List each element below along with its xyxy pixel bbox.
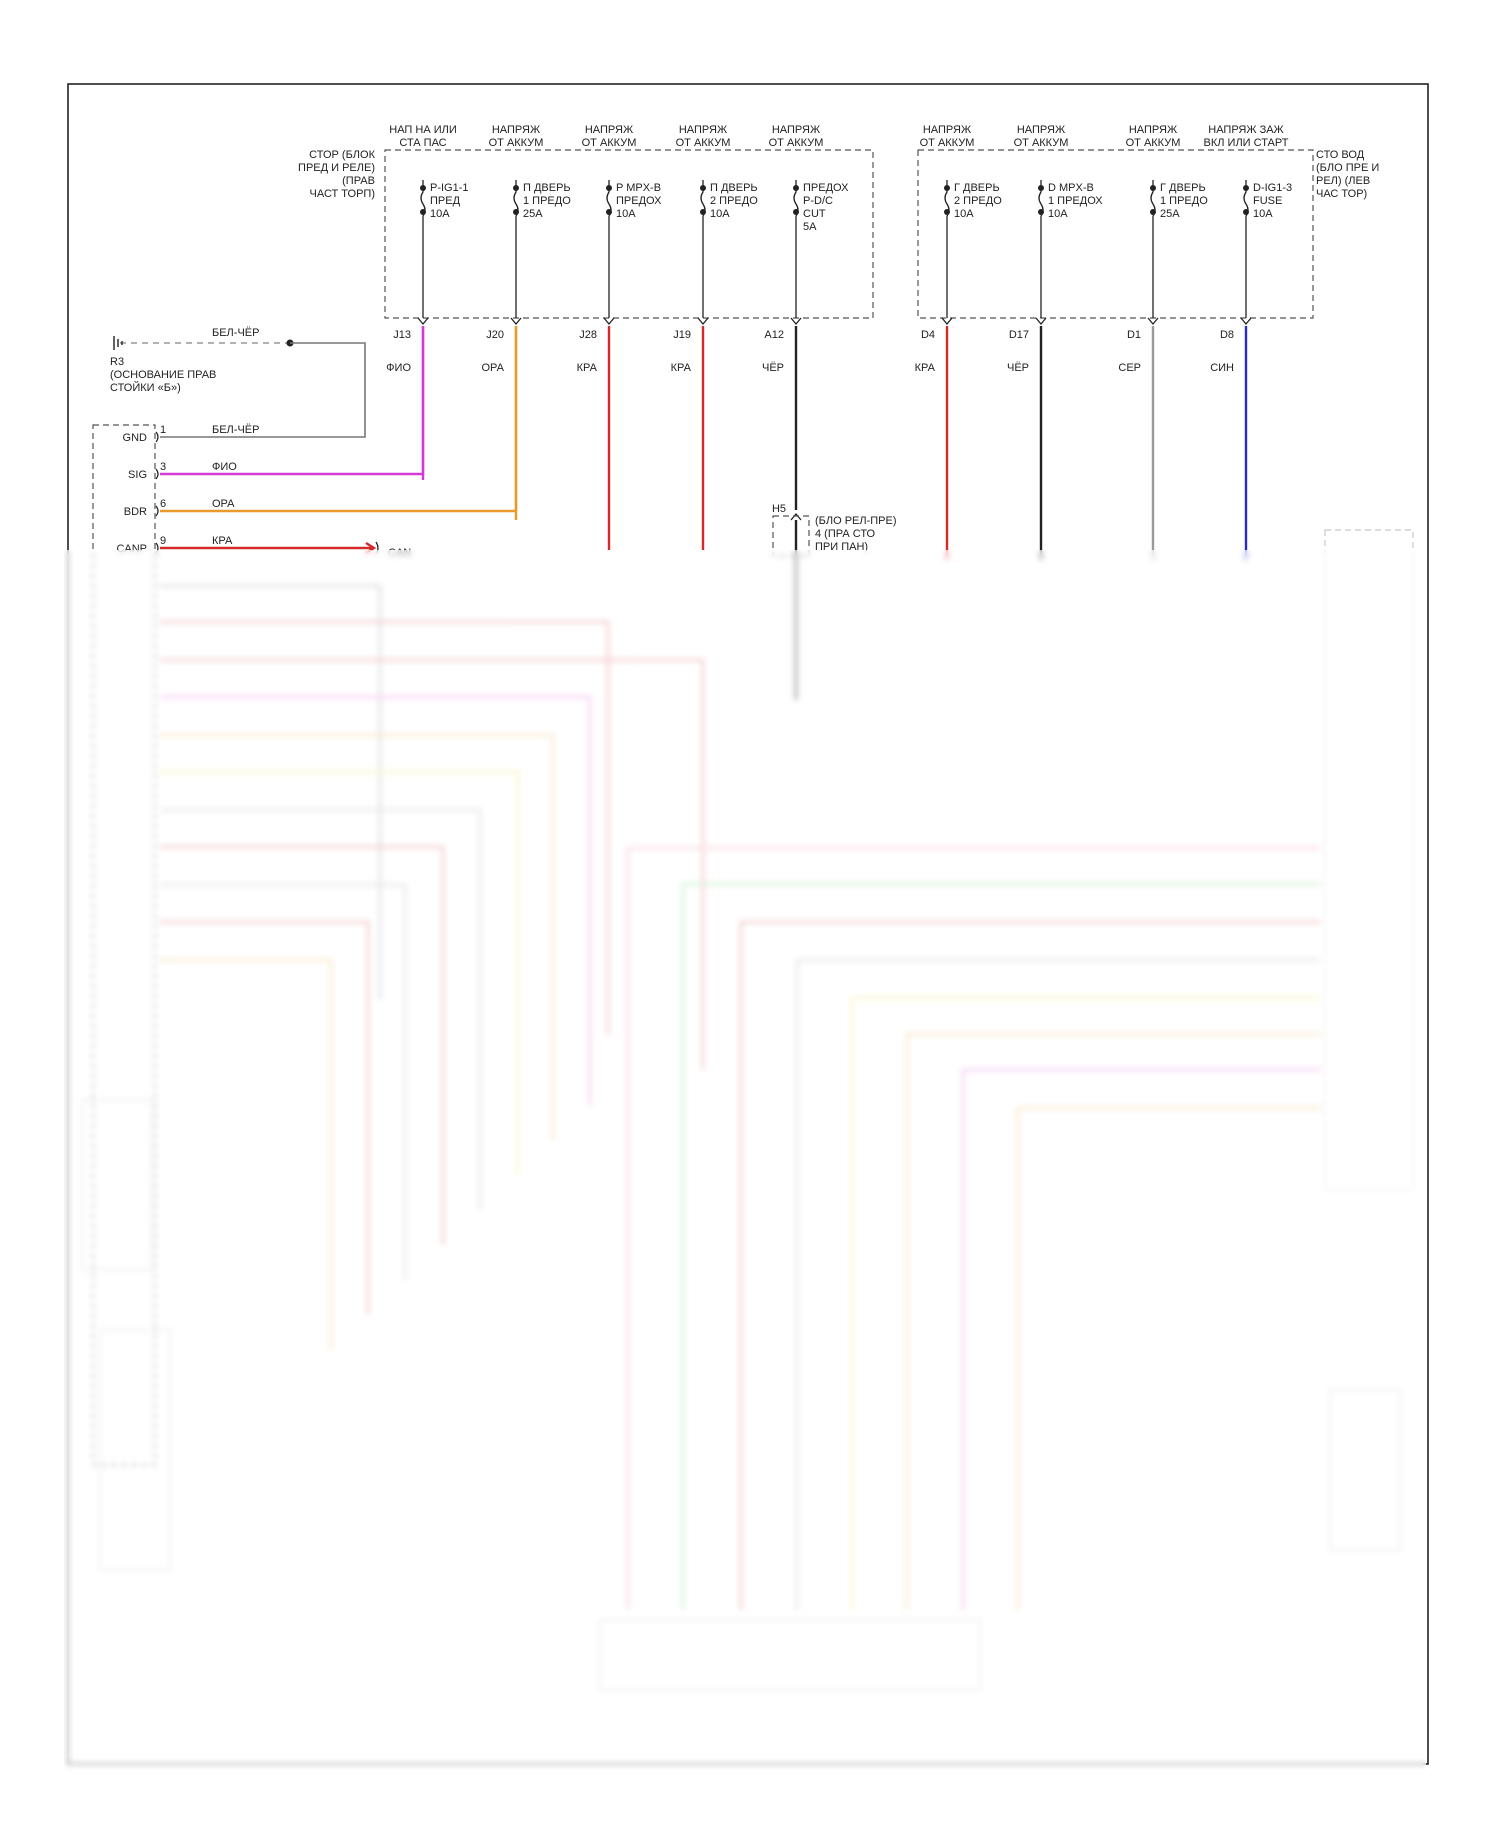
pin-wire-label: КРА <box>212 535 233 547</box>
fuse-j28: НАПРЯЖ ОТ АККУМ P MPX-B ПРЕДОХ 10A J28 КРА <box>577 124 662 550</box>
connector-chevron-icon <box>1147 317 1159 326</box>
fuse-supply-label: НАПРЯЖ ОТ АККУМ <box>1014 124 1069 149</box>
fuse-terminal <box>420 209 426 215</box>
pin-chevron-icon <box>155 468 159 480</box>
wire-color-label: ОРА <box>482 362 505 374</box>
fuse-pin: J19 <box>673 329 691 341</box>
fuse-box-driver <box>917 149 1314 319</box>
fuse-box-driver-label-text: СТО ВОД (БЛО ПРЕ И РЕЛ) (ЛЕВ ЧАС ТОР) <box>1316 149 1379 200</box>
wire-run <box>160 326 518 513</box>
fuse-name: ПРЕДОХ P-D/C CUT 5A <box>803 182 849 233</box>
fuse-terminal <box>944 209 950 215</box>
fuse-name: П ДВЕРЬ 2 ПРЕДО 10A <box>710 182 758 220</box>
wire-color-label: ФИО <box>386 362 411 374</box>
fuse-pin: A12 <box>764 329 784 341</box>
connector-chevron-icon <box>941 317 953 326</box>
fuse-supply-label: НАПРЯЖ ОТ АККУМ <box>582 124 637 149</box>
fuse-terminal <box>793 209 799 215</box>
ground-wire-label: БЕЛ-ЧЁР <box>212 327 259 339</box>
pin-wire-label: ОРА <box>212 498 235 510</box>
pin-name: BDR <box>124 506 147 518</box>
fuse-terminal <box>1243 209 1249 215</box>
wire-color-label: СЕР <box>1118 362 1141 374</box>
connector-chevron-icon <box>510 317 522 326</box>
fuse-d8: НАПРЯЖ ЗАЖ ВКЛ ИЛИ СТАРТ D-IG1-3 FUSE 10A D8 С… <box>1204 124 1292 560</box>
connector-chevron-icon <box>790 512 802 521</box>
fuse-j19: НАПРЯЖ ОТ АККУМ П ДВЕРЬ 2 ПРЕДО 10A J19 КРА <box>671 124 758 550</box>
pin-wire-label: ФИО <box>212 461 237 473</box>
module-pin-bdr: BDR 6 ОРА <box>124 498 235 518</box>
fuse-pin: J28 <box>579 329 597 341</box>
fuse-supply-label: НАПРЯЖ ОТ АККУМ <box>676 124 731 149</box>
fuse-terminal <box>1150 209 1156 215</box>
fuse-pin: D17 <box>1009 329 1029 341</box>
blurred-region <box>64 550 1426 1790</box>
fuse-box-passenger <box>384 149 874 319</box>
pin-number: 9 <box>160 535 166 547</box>
fuse-supply-label: НАПРЯЖ ОТ АККУМ <box>769 124 824 149</box>
wire-color-label: КРА <box>915 362 936 374</box>
pin-name: SIG <box>128 469 147 481</box>
fuse-d17: НАПРЯЖ ОТ АККУМ D MPX-B 1 ПРЕДОХ 10A D17 ЧЁР <box>1007 124 1103 560</box>
fuse-name: P MPX-B ПРЕДОХ 10A <box>616 182 662 220</box>
wire-color-label: КРА <box>577 362 598 374</box>
relay-label: (БЛО РЕЛ-ПРЕ) 4 (ПРА СТО ПРИ ПАН) <box>815 515 897 553</box>
fuse-j13: НАП НА ИЛИ СТА ПАС P-IG1-1 ПРЕД 10A J13 ФИО <box>386 124 469 480</box>
fuse-supply-label: НАПРЯЖ ОТ АККУМ <box>920 124 975 149</box>
fuse-name: Г ДВЕРЬ 1 ПРЕДО 25A <box>1160 182 1208 220</box>
pin-chevron-icon <box>155 431 159 443</box>
pin-number: 6 <box>160 498 166 510</box>
fuse-pin: J20 <box>486 329 504 341</box>
wire-color-label: СИН <box>1210 362 1234 374</box>
connector-chevron-icon <box>790 317 802 326</box>
fuse-box-passenger-label-text: СТОР (БЛОК ПРЕД И РЕЛЕ) (ПРАВ ЧАСТ ТОРП) <box>298 149 376 200</box>
pin-name: GND <box>123 432 148 444</box>
ground-wire <box>160 342 366 438</box>
fuse-pin: D4 <box>921 329 935 341</box>
fuse-supply-label: НАП НА ИЛИ СТА ПАС <box>389 124 457 149</box>
ground-r3: БЕЛ-ЧЁР R3 (ОСНОВАНИЕ ПРАВ СТОЙКИ «Б») <box>110 327 366 438</box>
fuse-terminal <box>513 209 519 215</box>
fuse-terminal <box>1038 209 1044 215</box>
ground-icon <box>113 336 123 350</box>
pin-chevron-icon <box>155 505 159 517</box>
wire-color-label: КРА <box>671 362 692 374</box>
fuse-d4: НАПРЯЖ ОТ АККУМ Г ДВЕРЬ 2 ПРЕДО 10A D4 КРА <box>915 124 1002 560</box>
connector-chevron-icon <box>417 317 429 326</box>
fuse-pin: D8 <box>1220 329 1234 341</box>
wire-run <box>160 326 425 476</box>
fuse-name: Г ДВЕРЬ 2 ПРЕДО 10A <box>954 182 1002 220</box>
fuse-name: P-IG1-1 ПРЕД 10A <box>430 182 469 220</box>
fuse-j20: НАПРЯЖ ОТ АККУМ П ДВЕРЬ 1 ПРЕДО 25A J20 ОРА <box>482 124 571 520</box>
relay-pin: H5 <box>772 503 786 515</box>
fuse-d1: НАПРЯЖ ОТ АККУМ Г ДВЕРЬ 1 ПРЕДО 25A D1 СЕР <box>1118 124 1208 560</box>
wire-color-label: ЧЁР <box>762 362 784 374</box>
fuse-terminal <box>700 209 706 215</box>
fuse-terminal <box>606 209 612 215</box>
fuse-supply-label: НАПРЯЖ ОТ АККУМ <box>489 124 544 149</box>
fuse-supply-label: НАПРЯЖ ОТ АККУМ <box>1126 124 1181 149</box>
fuse-box-driver-label: СТО ВОД (БЛО ПРЕ И РЕЛ) (ЛЕВ ЧАС ТОР) <box>1316 149 1379 200</box>
connector-chevron-icon <box>697 317 709 326</box>
fuse-name: D MPX-B 1 ПРЕДОХ 10A <box>1048 182 1103 220</box>
fuse-supply-label: НАПРЯЖ ЗАЖ ВКЛ ИЛИ СТАРТ <box>1204 124 1289 149</box>
pin-wire-label: БЕЛ-ЧЁР <box>212 424 259 436</box>
module-pin-sig: SIG 3 ФИО <box>128 461 237 481</box>
pin-number: 1 <box>160 424 166 436</box>
ground-location-label: R3 (ОСНОВАНИЕ ПРАВ СТОЙКИ «Б») <box>110 356 216 394</box>
fuse-a12: НАПРЯЖ ОТ АККУМ ПРЕДОХ P-D/C CUT 5A A12 ЧЁР <box>762 124 849 510</box>
connector-chevron-icon <box>603 317 615 326</box>
module-pin-gnd: GND 1 БЕЛ-ЧЁР <box>123 424 260 444</box>
fuse-pin: J13 <box>393 329 411 341</box>
fuse-pin: D1 <box>1127 329 1141 341</box>
connector-chevron-icon <box>1035 317 1047 326</box>
fuse-name: П ДВЕРЬ 1 ПРЕДО 25A <box>523 182 571 220</box>
connector-chevron-icon <box>1240 317 1252 326</box>
wire-color-label: ЧЁР <box>1007 362 1029 374</box>
fuse-box-passenger-label: СТОР (БЛОК ПРЕД И РЕЛЕ) (ПРАВ ЧАСТ ТОРП) <box>298 149 376 200</box>
fuse-name: D-IG1-3 FUSE 10A <box>1253 182 1292 220</box>
pin-number: 3 <box>160 461 166 473</box>
